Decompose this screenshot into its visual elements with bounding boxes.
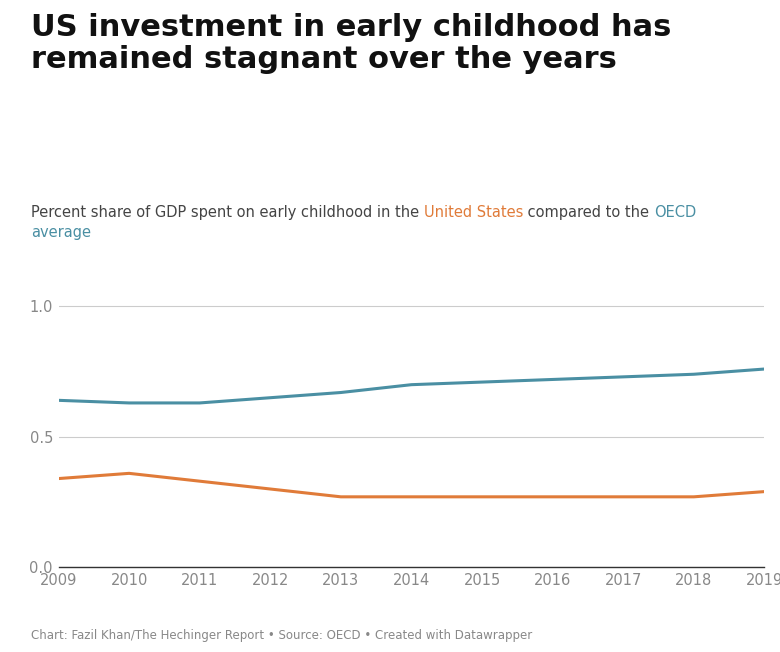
Text: United States: United States xyxy=(424,205,523,220)
Text: OECD: OECD xyxy=(654,205,697,220)
Text: average: average xyxy=(31,225,91,240)
Text: Percent share of GDP spent on early childhood in the: Percent share of GDP spent on early chil… xyxy=(31,205,424,220)
Text: compared to the: compared to the xyxy=(523,205,654,220)
Text: US investment in early childhood has
remained stagnant over the years: US investment in early childhood has rem… xyxy=(31,13,672,74)
Text: Chart: Fazil Khan/The Hechinger Report • Source: OECD • Created with Datawrapper: Chart: Fazil Khan/The Hechinger Report •… xyxy=(31,629,533,642)
